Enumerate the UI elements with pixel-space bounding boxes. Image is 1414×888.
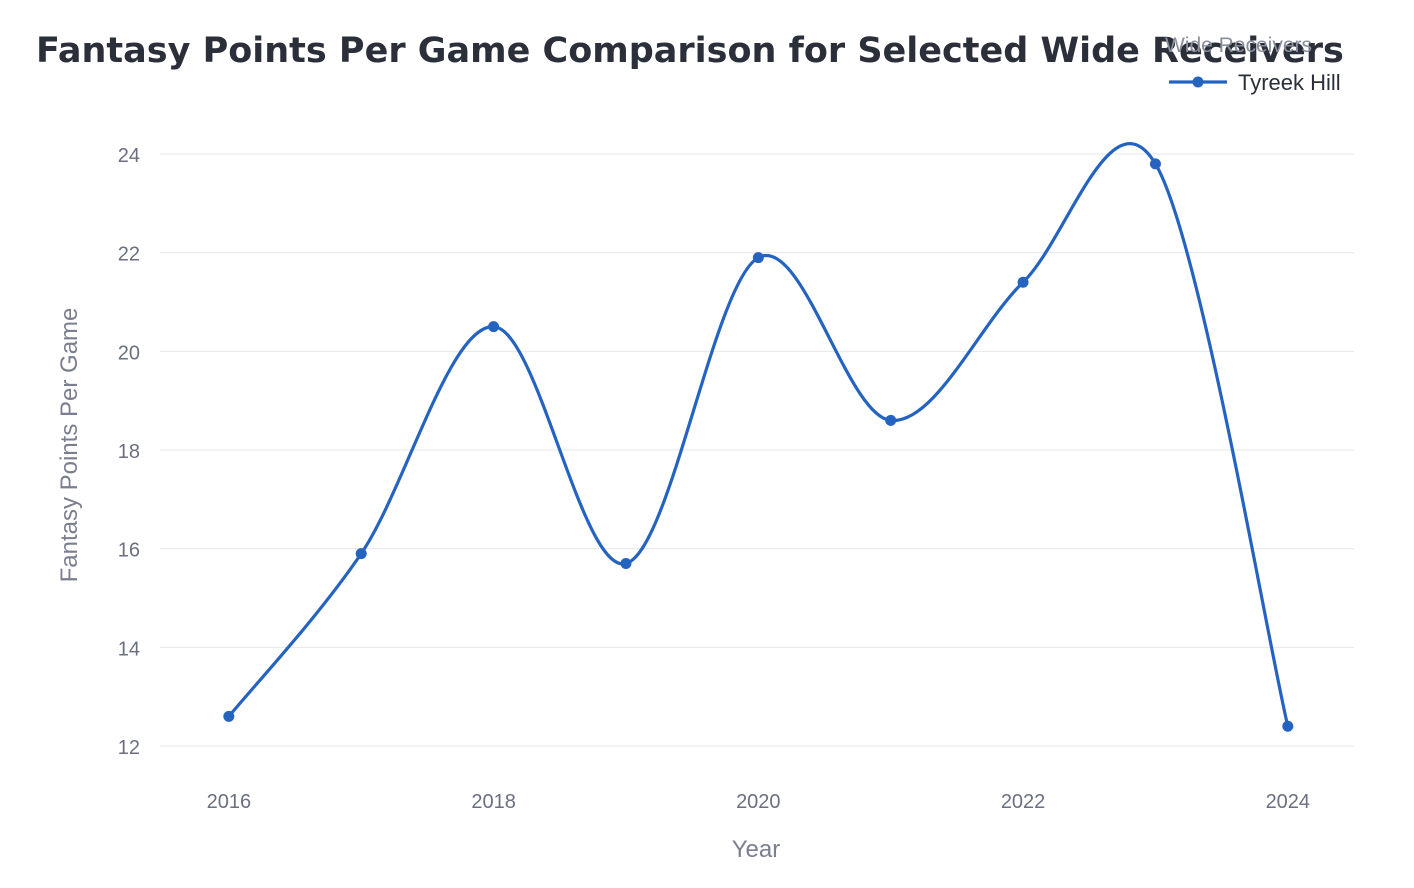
- legend-item-0[interactable]: Tyreek Hill: [1169, 70, 1341, 95]
- x-tick-2016: 2016: [207, 791, 252, 813]
- gridlines: [160, 153, 1354, 747]
- series-layer: [223, 142, 1294, 732]
- x-tick-labels: 2016 2018 2020 2022 2024: [207, 791, 1310, 813]
- legend-items[interactable]: Tyreek Hill: [1169, 70, 1341, 95]
- chart-title: Fantasy Points Per Game Comparison for S…: [36, 31, 1344, 71]
- data-point-2022[interactable]: [1017, 276, 1029, 288]
- y-tick-22: 22: [118, 244, 140, 266]
- x-axis-title: Year: [732, 836, 781, 863]
- y-tick-18: 18: [118, 441, 140, 463]
- data-point-2017[interactable]: [355, 548, 367, 560]
- data-point-2019[interactable]: [620, 557, 632, 569]
- legend-title: Wide Receivers: [1165, 34, 1312, 57]
- y-tick-16: 16: [118, 540, 140, 562]
- x-tick-2018: 2018: [471, 791, 516, 813]
- series-line-0[interactable]: [227, 142, 1290, 727]
- legend-label: Tyreek Hill: [1238, 70, 1341, 95]
- x-tick-2020: 2020: [736, 791, 781, 813]
- data-point-2021[interactable]: [885, 414, 897, 426]
- data-point-2023[interactable]: [1149, 158, 1161, 170]
- data-point-2024[interactable]: [1282, 720, 1294, 732]
- legend[interactable]: Wide Receivers Tyreek Hill: [1165, 34, 1341, 95]
- x-tick-2022: 2022: [1001, 791, 1046, 813]
- y-axis-title: Fantasy Points Per Game: [56, 308, 83, 583]
- data-point-2020[interactable]: [752, 252, 764, 264]
- y-tick-12: 12: [118, 737, 140, 759]
- y-tick-24: 24: [118, 145, 140, 167]
- legend-swatch-marker: [1192, 76, 1204, 88]
- y-tick-labels: 12 14 16 18 20 22 24: [118, 145, 140, 759]
- y-tick-14: 14: [118, 638, 140, 660]
- data-point-2018[interactable]: [488, 321, 500, 333]
- x-tick-2024: 2024: [1266, 791, 1311, 813]
- y-tick-20: 20: [118, 342, 140, 364]
- data-point-2016[interactable]: [223, 710, 235, 722]
